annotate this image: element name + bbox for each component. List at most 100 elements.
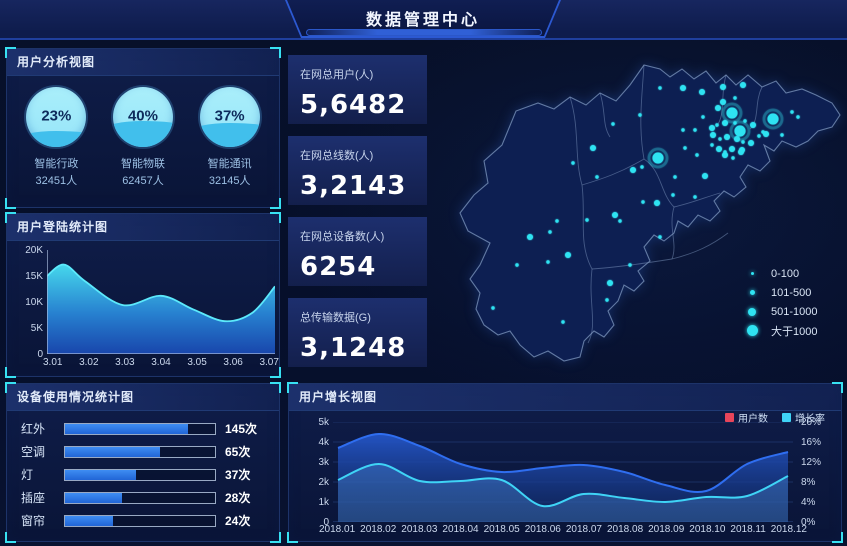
map-dot: [796, 115, 800, 119]
map-dot: [780, 133, 784, 137]
panel-login-stats: 用户登陆统计图 20K 15K 10K 5K 0 3.01 3.02 3.03 3.04 3.0…: [5, 212, 281, 378]
corner-bracket: [5, 47, 16, 58]
map-dot: [658, 86, 662, 90]
device-usage-value: 24次: [225, 514, 251, 528]
panel-user-analysis: 用户分析视图 23% 智能行政 32451人 40% 智: [5, 47, 281, 209]
liquid-gauge-percent: 40%: [127, 107, 158, 125]
map-dot: [715, 105, 721, 111]
axis-tick-label: 2018.04: [442, 524, 479, 535]
axis-tick-label: 2018.05: [483, 524, 520, 535]
map-dot: [515, 263, 519, 267]
panel-title: 用户增长视图: [289, 384, 841, 411]
device-bar-fill: [65, 469, 136, 480]
stat-value: 5,6482: [300, 90, 407, 120]
map-legend-label: 501-1000: [771, 305, 818, 318]
map-dot: [693, 195, 697, 199]
map-dot: [724, 134, 730, 140]
axis-tick-label: 4%: [801, 497, 816, 508]
map-dot: [720, 99, 726, 105]
map-dot: [571, 161, 575, 165]
map-dot: [607, 280, 613, 286]
axis-tick-label: 0: [323, 517, 329, 528]
axis-tick-label: 10K: [25, 297, 43, 308]
map-dot: [763, 131, 769, 137]
map-internal-borders: [569, 64, 763, 344]
login-x-axis: 3.01 3.02 3.03 3.04 3.05 3.06 3.07: [43, 357, 279, 368]
liquid-gauge-percent: 37%: [214, 107, 245, 125]
legend-swatch-icon: [782, 413, 791, 422]
device-bar-track: [64, 468, 216, 481]
map-legend-row: 0-100: [744, 264, 818, 283]
map-dot: [729, 146, 735, 152]
axis-tick-label: 8%: [801, 477, 816, 488]
map-dot: [715, 123, 719, 127]
corner-bracket: [287, 532, 298, 543]
corner-bracket: [832, 532, 843, 543]
device-bar-track: [64, 514, 216, 527]
legend-dot-box: [744, 290, 760, 295]
map-dot: [767, 113, 779, 125]
stat-value: 3,2143: [300, 171, 407, 201]
axis-tick-label: 15K: [25, 271, 43, 282]
corner-bracket: [832, 382, 843, 393]
map-dot: [722, 152, 728, 158]
growth-chart-legend: 用户数 增长率: [725, 410, 825, 425]
liquid-gauge-label: 智能通讯 32145人: [190, 156, 270, 189]
corner-bracket: [270, 198, 281, 209]
map-dot: [757, 134, 761, 138]
axis-tick-label: 4k: [318, 437, 329, 448]
device-bar-fill: [65, 515, 113, 526]
login-area: [47, 264, 275, 354]
map-legend: 0-100 101-500 501-1000 大于1000: [744, 264, 818, 340]
map-dot: [595, 175, 599, 179]
map-dot: [720, 84, 726, 90]
map-dot: [731, 156, 735, 160]
map-dot-halo: [729, 120, 751, 142]
device-bar-fill: [65, 446, 160, 457]
panel-title: 用户分析视图: [7, 49, 279, 76]
gauge-category: 智能通讯: [207, 158, 252, 170]
map-dot: [693, 128, 697, 132]
map-dot: [710, 132, 716, 138]
liquid-gauge-circle: 23%: [26, 87, 87, 147]
stat-label: 在网总线数(人): [300, 150, 374, 162]
device-bar-row: 红外 145次: [21, 420, 269, 437]
login-y-axis: 20K 15K 10K 5K 0: [15, 245, 43, 360]
legend-item[interactable]: 增长率: [782, 410, 825, 425]
legend-item[interactable]: 用户数: [725, 410, 768, 425]
stat-card: 在网总线数(人) 3,2143: [288, 136, 427, 205]
panel-device-usage: 设备使用情况统计图 红外 145次 空调 65次 灯: [5, 382, 281, 543]
map-dots: [491, 82, 800, 324]
map-dot: [555, 219, 559, 223]
map-svg: [459, 64, 841, 362]
axis-tick-label: 3.03: [115, 357, 135, 368]
axis-tick-label: 2018.12: [770, 524, 807, 535]
axis-tick-label: 2018.03: [401, 524, 438, 535]
map-dot: [699, 89, 705, 95]
axis-tick-label: 5k: [318, 417, 329, 428]
liquid-gauge-circle: 40%: [112, 87, 173, 147]
device-usage-value: 37次: [225, 468, 251, 482]
map-dot: [671, 193, 675, 197]
liquid-gauge-label: 智能物联 62457人: [103, 156, 183, 189]
corner-bracket: [5, 367, 16, 378]
axis-tick-label: 2018.11: [730, 524, 766, 535]
legend-dot-box: [744, 272, 760, 275]
device-bar-row: 插座 28次: [21, 489, 269, 506]
map-dot: [630, 167, 636, 173]
device-usage-value: 145次: [225, 422, 258, 436]
map-legend-label: 大于1000: [771, 325, 818, 338]
gauge-count: 32451人: [35, 174, 78, 187]
corner-bracket: [270, 212, 281, 223]
map-dot: [681, 128, 685, 132]
map-dot: [718, 137, 722, 141]
map-dot: [658, 235, 662, 239]
map-dot: [748, 140, 754, 146]
device-usage-value: 65次: [225, 445, 251, 459]
corner-bracket: [5, 532, 16, 543]
device-name: 红外: [21, 422, 46, 436]
map-dot: [611, 122, 615, 126]
axis-tick-label: 3.04: [151, 357, 171, 368]
axis-tick-label: 1k: [318, 497, 329, 508]
